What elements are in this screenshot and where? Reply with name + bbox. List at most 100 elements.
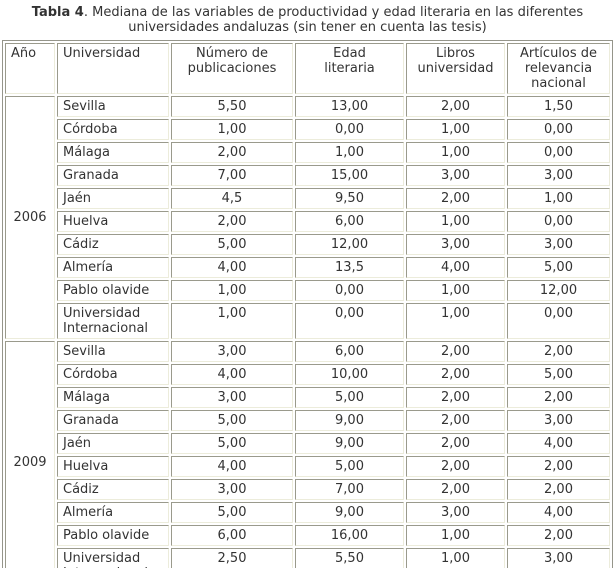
value-cell: 3,00: [171, 479, 293, 500]
value-cell: 5,00: [507, 257, 610, 278]
value-cell: 16,00: [295, 525, 404, 546]
value-cell: 9,00: [295, 410, 404, 431]
university-cell: Córdoba: [57, 364, 169, 385]
column-header: Universidad: [57, 43, 169, 94]
column-header: Artículos de relevancia nacional: [507, 43, 610, 94]
table-row: Huelva 2,00 6,00 1,00 0,00: [5, 211, 610, 232]
table-row: Huelva 4,00 5,00 2,00 2,00: [5, 456, 610, 477]
value-cell: 4,00: [406, 257, 505, 278]
value-cell: 1,00: [295, 142, 404, 163]
value-cell: 2,00: [406, 364, 505, 385]
table-row: 2009 Sevilla 3,00 6,00 2,00 2,00: [5, 341, 610, 568]
value-cell: 2,00: [507, 456, 610, 477]
value-cell: 5,00: [171, 234, 293, 255]
university-cell: Almería: [57, 502, 169, 523]
university-cell: Jaén: [57, 433, 169, 454]
table-row: Córdoba 1,00 0,00 1,00 0,00: [5, 119, 610, 140]
value-cell: 3,00: [171, 341, 293, 362]
value-cell: 3,00: [507, 165, 610, 186]
value-cell: 5,00: [171, 433, 293, 454]
value-cell: 0,00: [295, 119, 404, 140]
value-cell: 4,00: [507, 502, 610, 523]
value-cell: 2,50: [171, 548, 293, 568]
value-cell: 5,00: [295, 456, 404, 477]
table-row: Pablo olavide 1,00 0,00 1,00 12,00: [5, 280, 610, 301]
value-cell: 2,00: [507, 387, 610, 408]
column-header: Número de publicaciones: [171, 43, 293, 94]
value-cell: 2,00: [406, 479, 505, 500]
university-cell: Universidad Internacional: [57, 548, 169, 568]
value-cell: 3,00: [171, 387, 293, 408]
value-cell: 9,00: [295, 433, 404, 454]
year-cell: 2006: [5, 96, 55, 339]
university-cell: Sevilla: [57, 341, 169, 362]
value-cell: 2,00: [171, 211, 293, 232]
value-cell: 5,00: [171, 410, 293, 431]
value-cell: 2,00: [406, 410, 505, 431]
university-cell: Cádiz: [57, 479, 169, 500]
value-cell: 0,00: [295, 303, 404, 339]
table-row: Málaga 2,00 1,00 1,00 0,00: [5, 142, 610, 163]
value-cell: 15,00: [295, 165, 404, 186]
table-caption-number: Tabla 4: [31, 5, 84, 20]
value-cell: 2,00: [507, 341, 610, 362]
value-cell: 9,00: [295, 502, 404, 523]
value-cell: 0,00: [295, 280, 404, 301]
value-cell: 1,00: [507, 188, 610, 209]
value-cell: 0,00: [507, 303, 610, 339]
column-header: Edad literaria: [295, 43, 404, 94]
value-cell: 1,00: [171, 119, 293, 140]
university-cell: Sevilla: [57, 96, 169, 117]
value-cell: 12,00: [507, 280, 610, 301]
value-cell: 13,00: [295, 96, 404, 117]
university-cell: Málaga: [57, 387, 169, 408]
table-row: Córdoba 4,00 10,00 2,00 5,00: [5, 364, 610, 385]
value-cell: 5,50: [171, 96, 293, 117]
table-row: Pablo olavide 6,00 16,00 1,00 2,00: [5, 525, 610, 546]
university-cell: Córdoba: [57, 119, 169, 140]
value-cell: 3,00: [507, 548, 610, 568]
university-cell: Universidad Internacional: [57, 303, 169, 339]
value-cell: 2,00: [171, 142, 293, 163]
value-cell: 2,00: [406, 341, 505, 362]
university-cell: Huelva: [57, 456, 169, 477]
value-cell: 1,00: [406, 280, 505, 301]
value-cell: 5,00: [171, 502, 293, 523]
value-cell: 6,00: [295, 341, 404, 362]
value-cell: 0,00: [507, 119, 610, 140]
value-cell: 3,00: [406, 165, 505, 186]
value-cell: 4,5: [171, 188, 293, 209]
value-cell: 1,00: [406, 119, 505, 140]
table-row: Jaén 4,5 9,50 2,00 1,00: [5, 188, 610, 209]
value-cell: 9,50: [295, 188, 404, 209]
value-cell: 4,00: [171, 456, 293, 477]
value-cell: 1,00: [406, 142, 505, 163]
table-row: Málaga 3,00 5,00 2,00 2,00: [5, 387, 610, 408]
table-row: Jaén 5,00 9,00 2,00 4,00: [5, 433, 610, 454]
university-cell: Almería: [57, 257, 169, 278]
value-cell: 2,00: [406, 433, 505, 454]
value-cell: 3,00: [406, 502, 505, 523]
university-cell: Cádiz: [57, 234, 169, 255]
value-cell: 4,00: [171, 364, 293, 385]
table-row: Universidad Internacional2,505,501,003,0…: [5, 548, 610, 568]
value-cell: 5,50: [295, 548, 404, 568]
value-cell: 10,00: [295, 364, 404, 385]
university-cell: Jaén: [57, 188, 169, 209]
value-cell: 2,00: [406, 387, 505, 408]
value-cell: 12,00: [295, 234, 404, 255]
header-row: Año Universidad Número de publicaciones Eda…: [5, 43, 610, 94]
value-cell: 2,00: [406, 96, 505, 117]
value-cell: 3,00: [406, 234, 505, 255]
value-cell: 4,00: [507, 433, 610, 454]
table-row: 2006 Sevilla 5,50 13,00 2,00 1,50: [5, 96, 610, 339]
value-cell: 5,00: [507, 364, 610, 385]
value-cell: 4,00: [171, 257, 293, 278]
table-row: Granada 7,00 15,00 3,00 3,00: [5, 165, 610, 186]
value-cell: 1,00: [406, 525, 505, 546]
data-table: Año Universidad Número de publicaciones Eda…: [2, 40, 613, 568]
university-cell: Pablo olavide: [57, 280, 169, 301]
university-cell: Pablo olavide: [57, 525, 169, 546]
value-cell: 1,00: [406, 211, 505, 232]
